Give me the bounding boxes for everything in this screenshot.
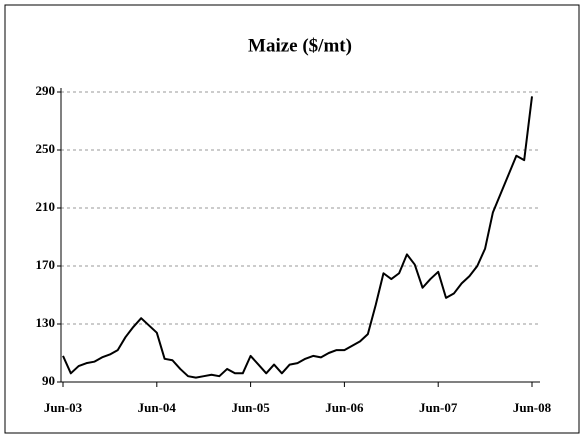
y-tick-label: 210 [36,199,56,214]
frame [4,4,580,434]
y-tick-label: 170 [36,257,56,272]
x-tick-label: Jun-08 [513,400,552,415]
y-tick-label: 90 [42,373,55,388]
x-tick-label: Jun-05 [231,400,270,415]
x-tick-label: Jun-06 [325,400,364,415]
y-tick-label: 250 [36,141,56,156]
chart-title: Maize ($/mt) [248,35,352,56]
x-tick-label: Jun-03 [44,400,83,415]
x-tick-label: Jun-04 [138,400,177,415]
x-tick-label: Jun-07 [419,400,458,415]
y-tick-label: 130 [36,315,56,330]
price-line [62,96,533,379]
y-tick-label: 290 [36,83,56,98]
